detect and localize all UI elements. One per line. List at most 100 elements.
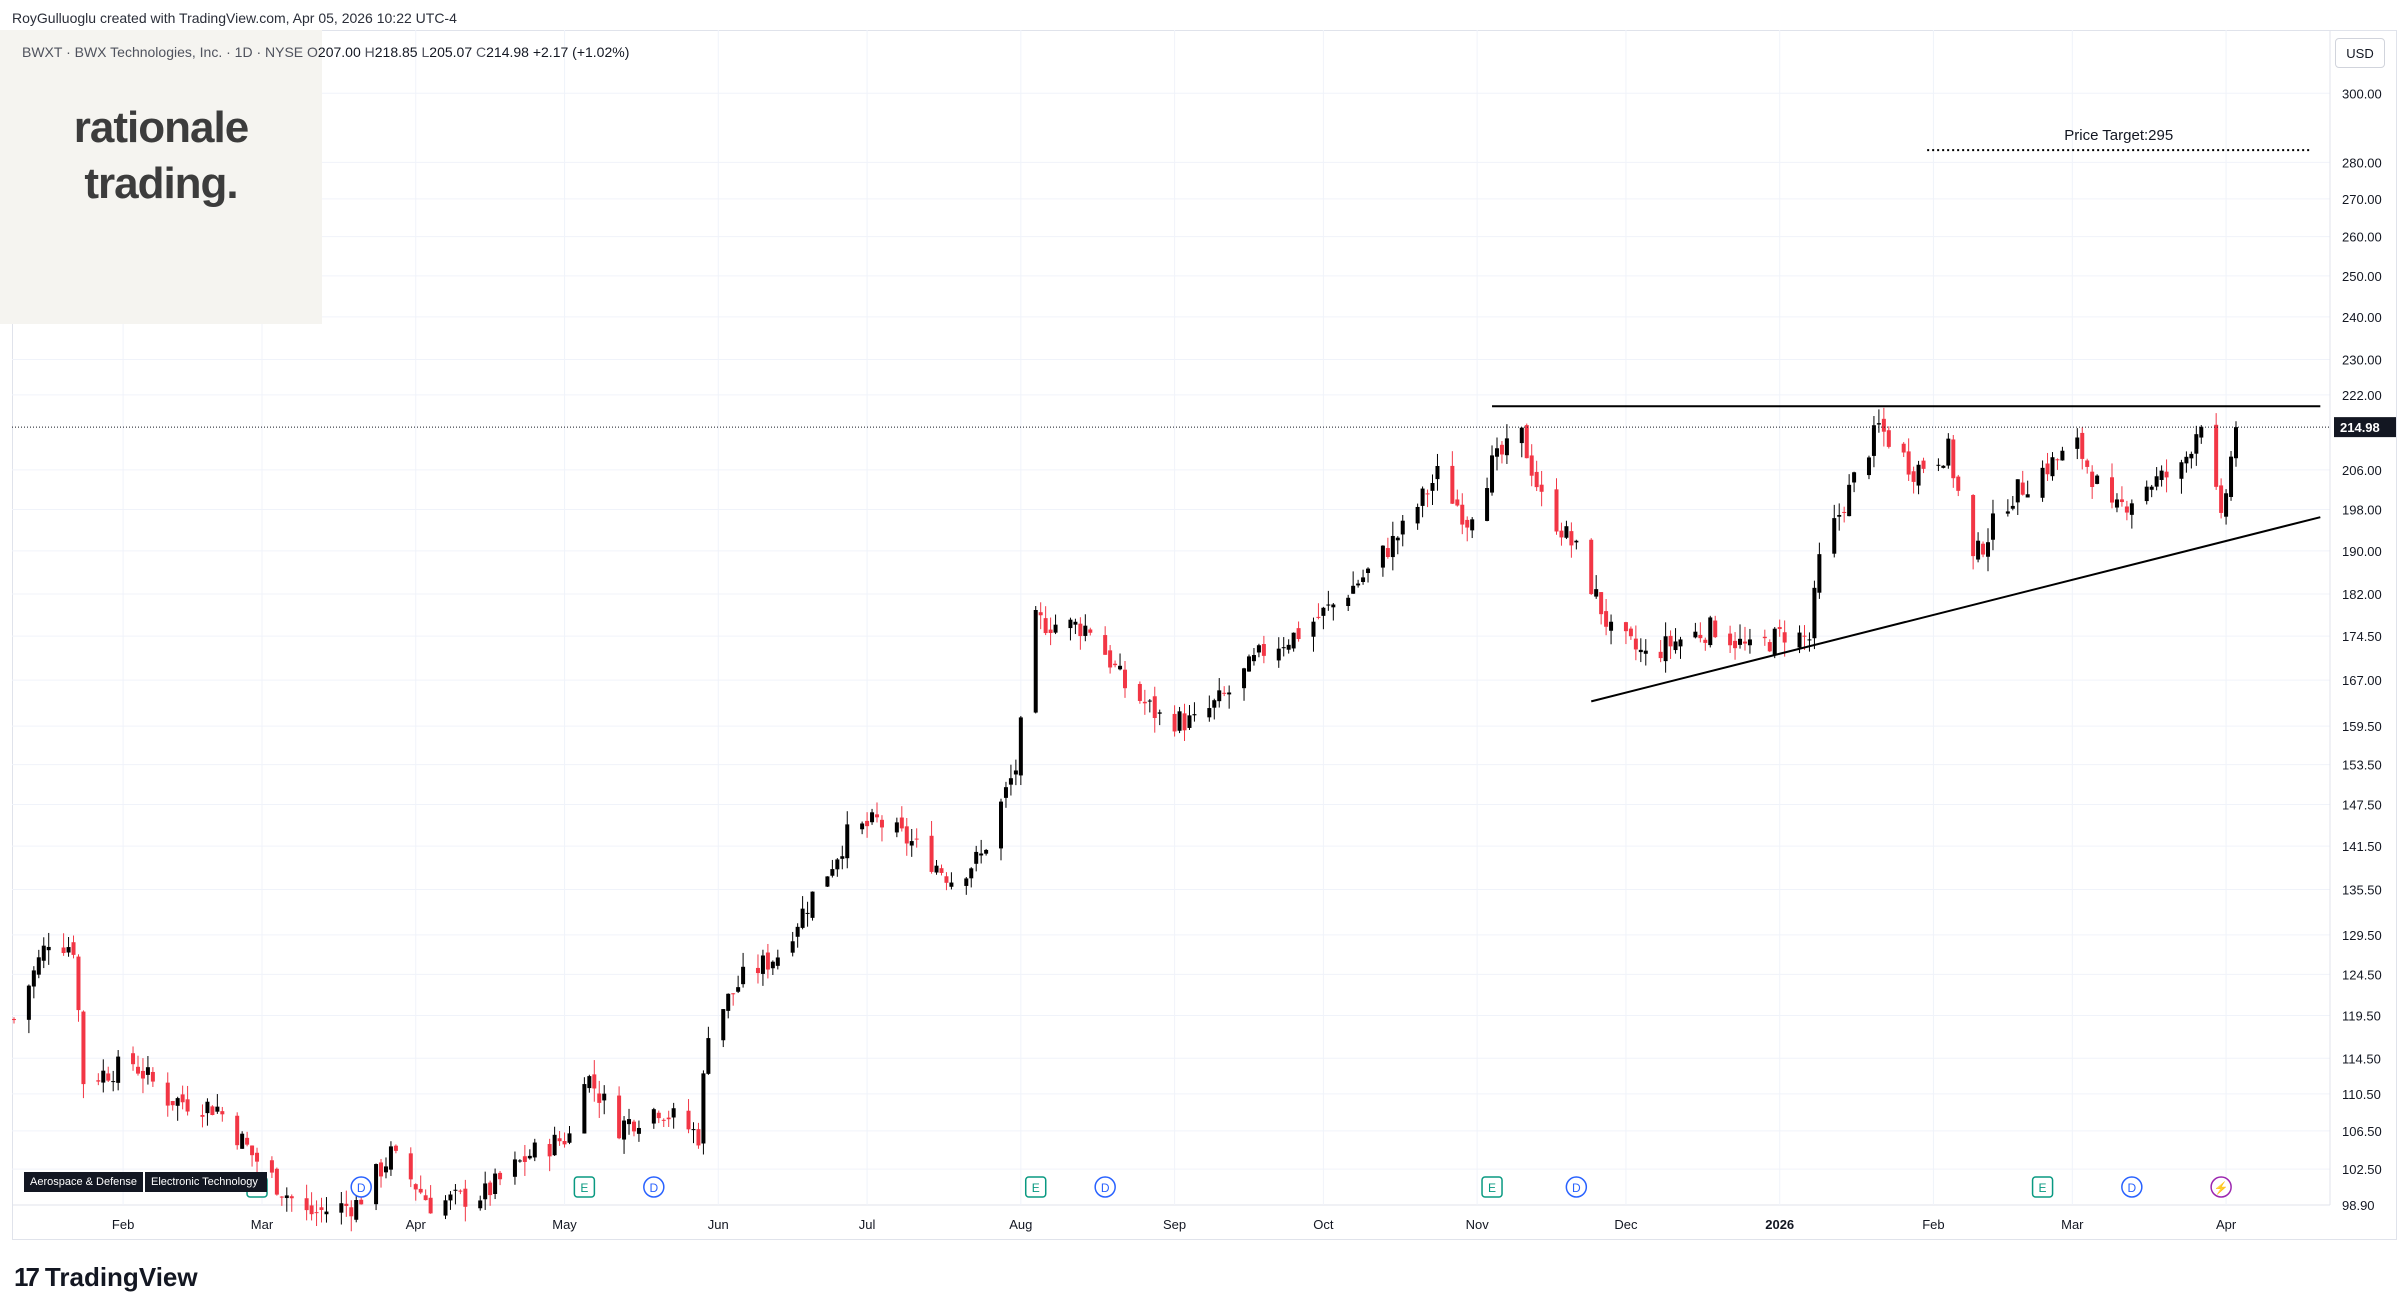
candle-body [1842, 511, 1847, 513]
chart-pane[interactable] [12, 30, 2397, 1240]
candle-body [1033, 610, 1038, 713]
candle-body [1316, 616, 1321, 618]
candle-body [255, 1152, 260, 1162]
y-tick-label: 98.90 [2342, 1198, 2375, 1213]
tradingview-logo[interactable]: 17 TradingView [14, 1262, 198, 1293]
candle-body [1936, 464, 1941, 466]
event-marker-label: D [1101, 1181, 1110, 1195]
candle-body [661, 1119, 666, 1121]
candle-body [1296, 628, 1301, 639]
y-tick-label: 250.00 [2342, 269, 2382, 284]
candle-body [2149, 486, 2154, 490]
candle-body [2114, 499, 2119, 508]
candle-body [1693, 631, 1698, 638]
candle-body [1921, 460, 1926, 469]
candle-body [1832, 518, 1837, 554]
y-tick-label: 240.00 [2342, 310, 2382, 325]
candle-body [1485, 488, 1490, 521]
tradingview-logo-icon: 17 [14, 1262, 40, 1292]
industry-badge[interactable]: Electronic Technology [145, 1172, 268, 1192]
x-tick-label: 2026 [1765, 1217, 1794, 1232]
candle-body [1594, 589, 1599, 597]
candle-body [1108, 650, 1113, 668]
x-tick-label: Mar [2061, 1217, 2084, 1232]
candle-body [2010, 505, 2015, 509]
sector-badge[interactable]: Aerospace & Defense [24, 1172, 144, 1192]
candle-body [1747, 639, 1752, 646]
candle-body [319, 1207, 324, 1210]
y-tick-label: 230.00 [2342, 352, 2382, 367]
candle-body [2085, 460, 2090, 467]
candle-body [1554, 489, 1559, 532]
candle-body [1142, 701, 1147, 704]
candle-body [914, 838, 919, 840]
candle-body [1182, 713, 1187, 731]
candle-body [1068, 619, 1073, 629]
candle-body [934, 865, 939, 873]
candle-body [2164, 471, 2169, 478]
candle-body [210, 1106, 215, 1115]
y-tick-label: 102.50 [2342, 1162, 2382, 1177]
candle-body [1762, 636, 1767, 639]
candle-body [860, 823, 865, 830]
candle-body [686, 1110, 691, 1130]
candle-body [240, 1133, 245, 1149]
candle-body [428, 1197, 433, 1214]
candle-body [949, 882, 954, 887]
candle-body [870, 812, 875, 823]
candle-body [979, 853, 984, 856]
candle-body [1847, 484, 1852, 517]
candle-body [2124, 506, 2129, 513]
candle-body [388, 1146, 393, 1170]
candle-body [939, 868, 944, 873]
event-marker-label: D [649, 1181, 658, 1195]
symbol-legend[interactable]: BWXT · BWX Technologies, Inc. · 1D · NYS… [22, 44, 629, 60]
y-tick-label: 110.50 [2342, 1087, 2381, 1102]
tradingview-logo-text: TradingView [44, 1262, 198, 1292]
candle-body [1941, 465, 1946, 468]
price-chart[interactable]: 300.00 280.00 270.00 260.00 250.00 240.00 230.… [0, 0, 2400, 1250]
y-tick-label: 198.00 [2342, 503, 2382, 518]
candle-body [1251, 655, 1256, 662]
y-tick-label: 182.00 [2342, 587, 2382, 602]
candle-body [1455, 499, 1460, 506]
candle-body [379, 1162, 384, 1177]
y-tick-label: 167.00 [2342, 673, 2382, 688]
candle-body [1703, 639, 1708, 643]
candle-body [135, 1066, 140, 1074]
candle-body [453, 1189, 458, 1191]
candle-body [775, 957, 780, 966]
candle-body [845, 824, 850, 859]
candle-body [76, 956, 81, 1011]
candle-body [1901, 443, 1906, 453]
brand-line-1: rationale [73, 103, 249, 152]
candle-body [969, 868, 974, 879]
y-tick-label: 153.50 [2342, 758, 2382, 773]
candle-body [1911, 471, 1916, 482]
candle-body [1956, 476, 1961, 491]
candle-body [463, 1188, 468, 1207]
candle-body [875, 814, 880, 818]
candle-body [2179, 462, 2184, 479]
candle-body [602, 1093, 607, 1101]
candle-body [1246, 656, 1251, 672]
y-tick-label: 129.50 [2342, 928, 2382, 943]
candle-body [185, 1099, 190, 1112]
candle-body [736, 987, 741, 992]
candle-body [795, 926, 800, 937]
candle-body [314, 1212, 319, 1214]
candle-body [1281, 647, 1286, 649]
candle-body [1946, 438, 1951, 466]
y-tick-label: 159.50 [2342, 719, 2382, 734]
candle-body [1311, 621, 1316, 637]
candle-body [1817, 554, 1822, 593]
ohlc-high-label: H [364, 44, 375, 60]
y-tick-label: 174.50 [2342, 629, 2382, 644]
candle-body [1990, 513, 1995, 540]
currency-button[interactable]: USD [2335, 38, 2385, 68]
candle-body [1564, 526, 1569, 538]
candle-body [2189, 453, 2194, 459]
candle-body [512, 1159, 517, 1177]
candle-body [101, 1070, 106, 1083]
candle-body [666, 1117, 671, 1120]
